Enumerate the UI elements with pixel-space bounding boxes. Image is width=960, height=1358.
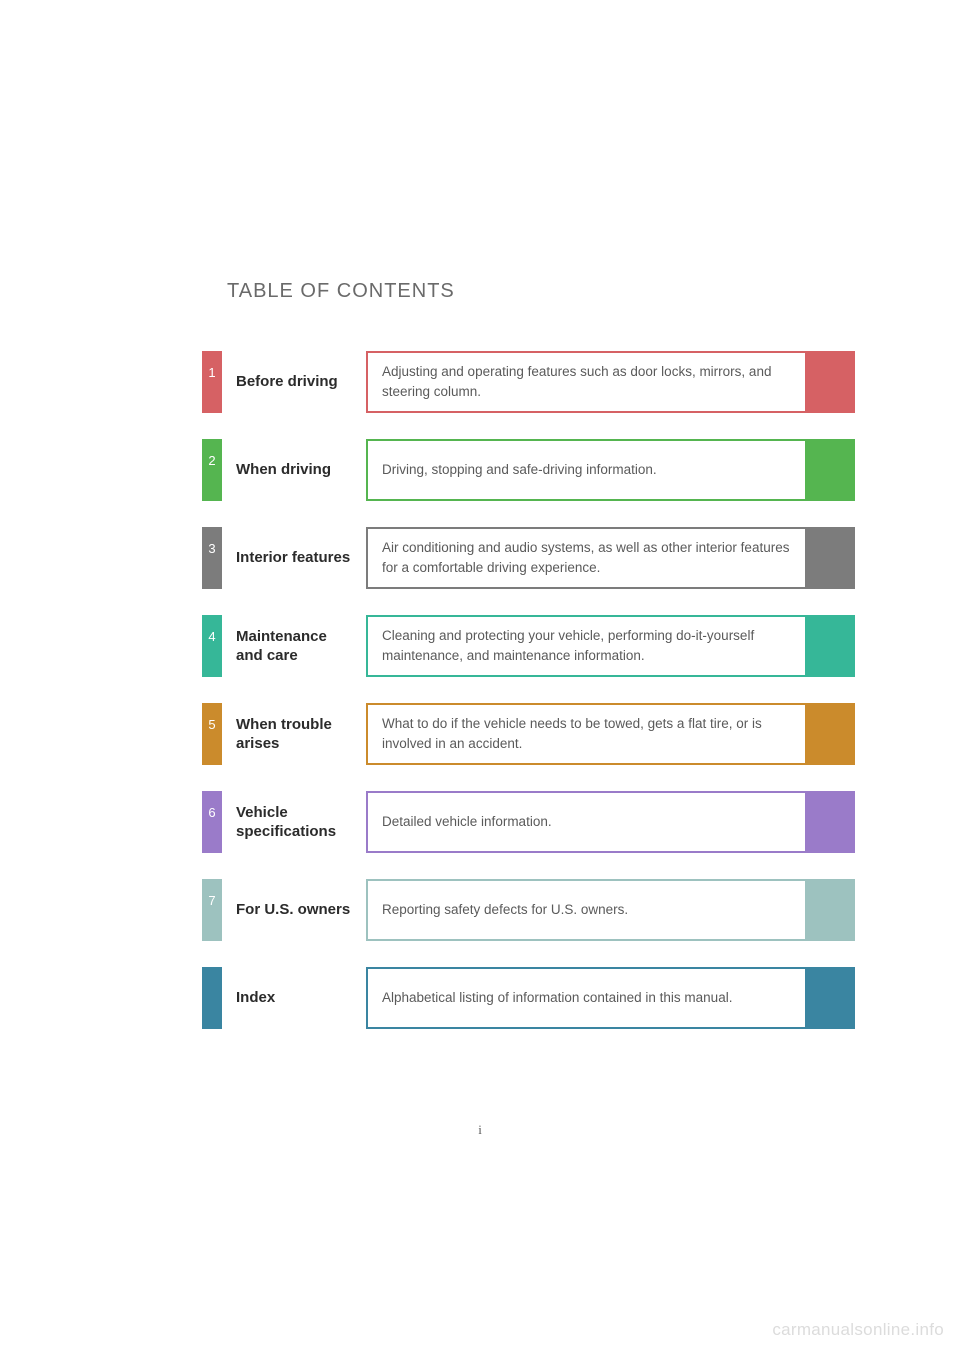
section-title: When driving [222,439,366,501]
section-number-tab: 7 [202,879,222,941]
section-title: Vehicle specifications [222,791,366,853]
toc-row: 4Maintenance and careCleaning and protec… [202,615,855,677]
section-number-tab: 3 [202,527,222,589]
section-description: Detailed vehicle information. [366,791,807,853]
section-end-block [807,791,855,853]
section-title: Interior features [222,527,366,589]
section-number-tab: 4 [202,615,222,677]
toc-row: 1Before drivingAdjusting and operating f… [202,351,855,413]
page-number: i [0,1122,960,1138]
section-end-block [807,527,855,589]
section-end-block [807,615,855,677]
toc-list: 1Before drivingAdjusting and operating f… [202,351,855,1029]
section-description: What to do if the vehicle needs to be to… [366,703,807,765]
section-title: For U.S. owners [222,879,366,941]
section-description: Reporting safety defects for U.S. owners… [366,879,807,941]
toc-row: 3Interior featuresAir conditioning and a… [202,527,855,589]
section-number-tab: 6 [202,791,222,853]
section-number-tab: 5 [202,703,222,765]
toc-row: 6Vehicle specificationsDetailed vehicle … [202,791,855,853]
section-title: When trouble arises [222,703,366,765]
toc-row: IndexAlphabetical listing of information… [202,967,855,1029]
section-number-tab [202,967,222,1029]
section-description: Air conditioning and audio systems, as w… [366,527,807,589]
section-end-block [807,703,855,765]
toc-row: 5When trouble arisesWhat to do if the ve… [202,703,855,765]
page-title: TABLE OF CONTENTS [202,280,855,303]
toc-row: 2When drivingDriving, stopping and safe-… [202,439,855,501]
section-number-tab: 2 [202,439,222,501]
section-description: Cleaning and protecting your vehicle, pe… [366,615,807,677]
section-end-block [807,351,855,413]
section-description: Alphabetical listing of information cont… [366,967,807,1029]
section-end-block [807,439,855,501]
section-title: Maintenance and care [222,615,366,677]
section-end-block [807,879,855,941]
watermark: carmanualsonline.info [772,1320,944,1340]
section-end-block [807,967,855,1029]
toc-row: 7For U.S. ownersReporting safety defects… [202,879,855,941]
toc-page: TABLE OF CONTENTS 1Before drivingAdjusti… [0,0,960,1029]
section-description: Adjusting and operating features such as… [366,351,807,413]
section-title: Before driving [222,351,366,413]
section-number-tab: 1 [202,351,222,413]
section-description: Driving, stopping and safe-driving infor… [366,439,807,501]
section-title: Index [222,967,366,1029]
